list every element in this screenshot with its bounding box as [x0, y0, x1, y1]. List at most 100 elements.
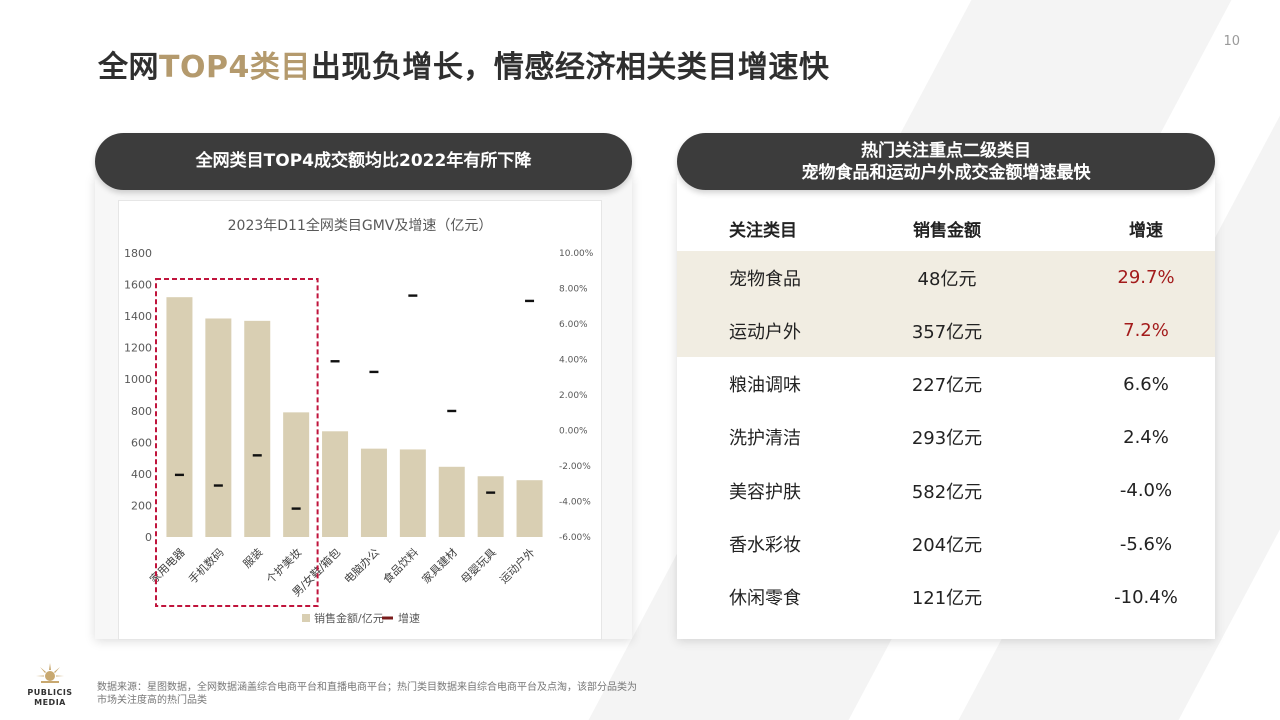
- x-category-label: 家用电器: [147, 545, 188, 586]
- data-source-note: 数据来源：星图数据，全网数据涵盖综合电商平台和直播电商平台；热门类目数据来自综合…: [97, 682, 637, 706]
- header-category: 关注类目: [729, 220, 797, 241]
- chart-title: 2023年D11全网类目GMV及增速（亿元）: [228, 217, 493, 234]
- y-right-tick-label: -4.00%: [559, 498, 591, 508]
- row-growth: 2.4%: [1123, 426, 1169, 448]
- bar-母婴玩具: [477, 476, 504, 537]
- table-row: 粮油调味 227亿元 6.6%: [677, 358, 1215, 411]
- row-growth: -10.4%: [1114, 586, 1178, 608]
- growth-marker: [252, 454, 262, 457]
- y-right-tick-label: 8.00%: [559, 285, 588, 295]
- row-category: 粮油调味: [729, 375, 801, 397]
- x-category-label: 运动户外: [497, 545, 538, 586]
- y-right-tick-label: -6.00%: [559, 533, 591, 543]
- highlight-box: [155, 278, 319, 607]
- row-category: 美容护肤: [729, 481, 801, 503]
- growth-marker: [369, 370, 379, 374]
- row-category: 香水彩妆: [729, 535, 801, 556]
- y-left-tick-label: 200: [131, 499, 152, 512]
- y-left-tick-label: 1000: [124, 373, 152, 386]
- bar-服装: [244, 320, 271, 537]
- legend-swatch-bar: [302, 614, 310, 622]
- row-category: 运动户外: [729, 321, 801, 343]
- y-left-tick-label: 600: [131, 436, 152, 449]
- logo-text-line1: PUBLICIS: [27, 688, 73, 697]
- table-row: 宠物食品 48亿元 29.7%: [677, 251, 1215, 304]
- header-growth: 增速: [1129, 220, 1163, 241]
- x-category-label: 食品饮料: [380, 545, 421, 586]
- header-amount: 销售金额: [913, 220, 981, 241]
- growth-marker: [486, 491, 496, 494]
- row-amount: 293亿元: [911, 428, 983, 450]
- table-row: 洗护清洁 293亿元 2.4%: [677, 411, 1215, 464]
- growth-marker: [330, 360, 340, 363]
- growth-marker: [174, 473, 184, 477]
- row-amount: 48亿元: [917, 268, 977, 290]
- gmv-chart: 2023年D11全网类目GMV及增速（亿元） 0 200 400 600 800 1000 1…: [124, 217, 594, 625]
- bar-食品饮料: [399, 449, 426, 537]
- x-category-label: 母婴玩具: [458, 546, 498, 586]
- row-amount: 121亿元: [911, 588, 983, 610]
- row-category: 洗护清洁: [729, 428, 801, 450]
- row-growth: -4.0%: [1119, 480, 1173, 502]
- row-amount: 227亿元: [911, 375, 983, 397]
- title-highlight: TOP4类目: [159, 50, 311, 85]
- table-panel-header-line1: 热门关注重点二级类目: [861, 140, 1031, 161]
- table-row: 美容护肤 582亿元 -4.0%: [677, 464, 1215, 517]
- table-panel-header: 热门关注重点二级类目 宠物食品和运动户外成交金额增速最快: [677, 133, 1215, 190]
- y-left-tick-label: 800: [131, 405, 152, 418]
- row-growth: 29.7%: [1117, 267, 1175, 288]
- y-left-tick-label: 1800: [124, 247, 152, 260]
- y-left-tick-label: 1600: [124, 279, 152, 292]
- row-category: 休闲零食: [729, 588, 801, 610]
- row-amount: 582亿元: [911, 481, 983, 503]
- row-growth: 6.6%: [1123, 373, 1169, 395]
- row-growth: -5.6%: [1119, 533, 1173, 555]
- y-right-tick-label: 10.00%: [559, 249, 594, 259]
- title-suffix: 出现负增长，情感经济相关类目增速快: [310, 50, 830, 85]
- x-category-label: 个护美妆: [263, 545, 304, 586]
- legend-label-growth: 增速: [398, 611, 420, 625]
- x-category-label: 电脑办公: [342, 546, 382, 586]
- table-row: 休闲零食 121亿元 -10.4%: [677, 571, 1215, 624]
- row-category: 宠物食品: [729, 268, 801, 290]
- y-right-tick-label: 6.00%: [559, 320, 588, 330]
- y-left-tick-label: 400: [131, 468, 152, 481]
- bar-电脑办公: [360, 448, 387, 537]
- y-right-tick-label: 0.00%: [559, 427, 588, 437]
- bar-手机数码: [205, 318, 232, 537]
- legend-swatch-marker: [382, 616, 393, 620]
- y-left-tick-label: 1200: [124, 342, 152, 355]
- bar-个护美妆: [283, 412, 310, 537]
- publicis-logo: PUBLICIS MEDIA: [22, 662, 78, 708]
- table-row: 香水彩妆 204亿元 -5.6%: [677, 518, 1215, 571]
- bar-运动户外: [516, 480, 543, 537]
- bar-男/女鞋/箱包: [322, 431, 349, 537]
- growth-marker: [408, 294, 418, 297]
- page-title: 全网TOP4类目出现负增长，情感经济相关类目增速快: [98, 42, 829, 86]
- y-right-tick-label: 2.00%: [559, 391, 588, 401]
- table-row: 运动户外 357亿元 7.2%: [677, 304, 1215, 358]
- y-right-tick-label: 4.00%: [559, 356, 588, 366]
- table-header-row: 关注类目 销售金额 增速: [677, 205, 1215, 251]
- legend-label-amount: 销售金额/亿元: [314, 611, 384, 625]
- chart-panel-header: 全网类目TOP4成交额均比2022年有所下降: [95, 133, 632, 190]
- bar-家具建材: [438, 466, 465, 537]
- logo-text-line2: MEDIA: [34, 698, 66, 707]
- chart-container: 2023年D11全网类目GMV及增速（亿元） 0 200 400 600 800 1000 1…: [118, 200, 602, 640]
- x-category-label: 服装: [241, 546, 266, 571]
- x-category-label: 家具建材: [419, 545, 460, 586]
- y-right-tick-label: -2.00%: [559, 462, 591, 472]
- bar-家用电器: [166, 297, 193, 537]
- page-number: 10: [1223, 34, 1240, 49]
- row-amount: 204亿元: [911, 535, 983, 556]
- sun-emblem-icon: [36, 663, 64, 683]
- x-category-label: 手机数码: [185, 545, 226, 586]
- table-panel-header-line2: 宠物食品和运动户外成交金额增速最快: [801, 162, 1091, 183]
- y-left-tick-label: 1400: [124, 310, 152, 323]
- row-amount: 357亿元: [911, 321, 983, 343]
- row-growth: 7.2%: [1123, 320, 1169, 342]
- growth-marker: [213, 484, 223, 487]
- title-prefix: 全网: [98, 50, 159, 85]
- y-left-tick-label: 0: [145, 531, 152, 544]
- growth-marker: [525, 299, 535, 303]
